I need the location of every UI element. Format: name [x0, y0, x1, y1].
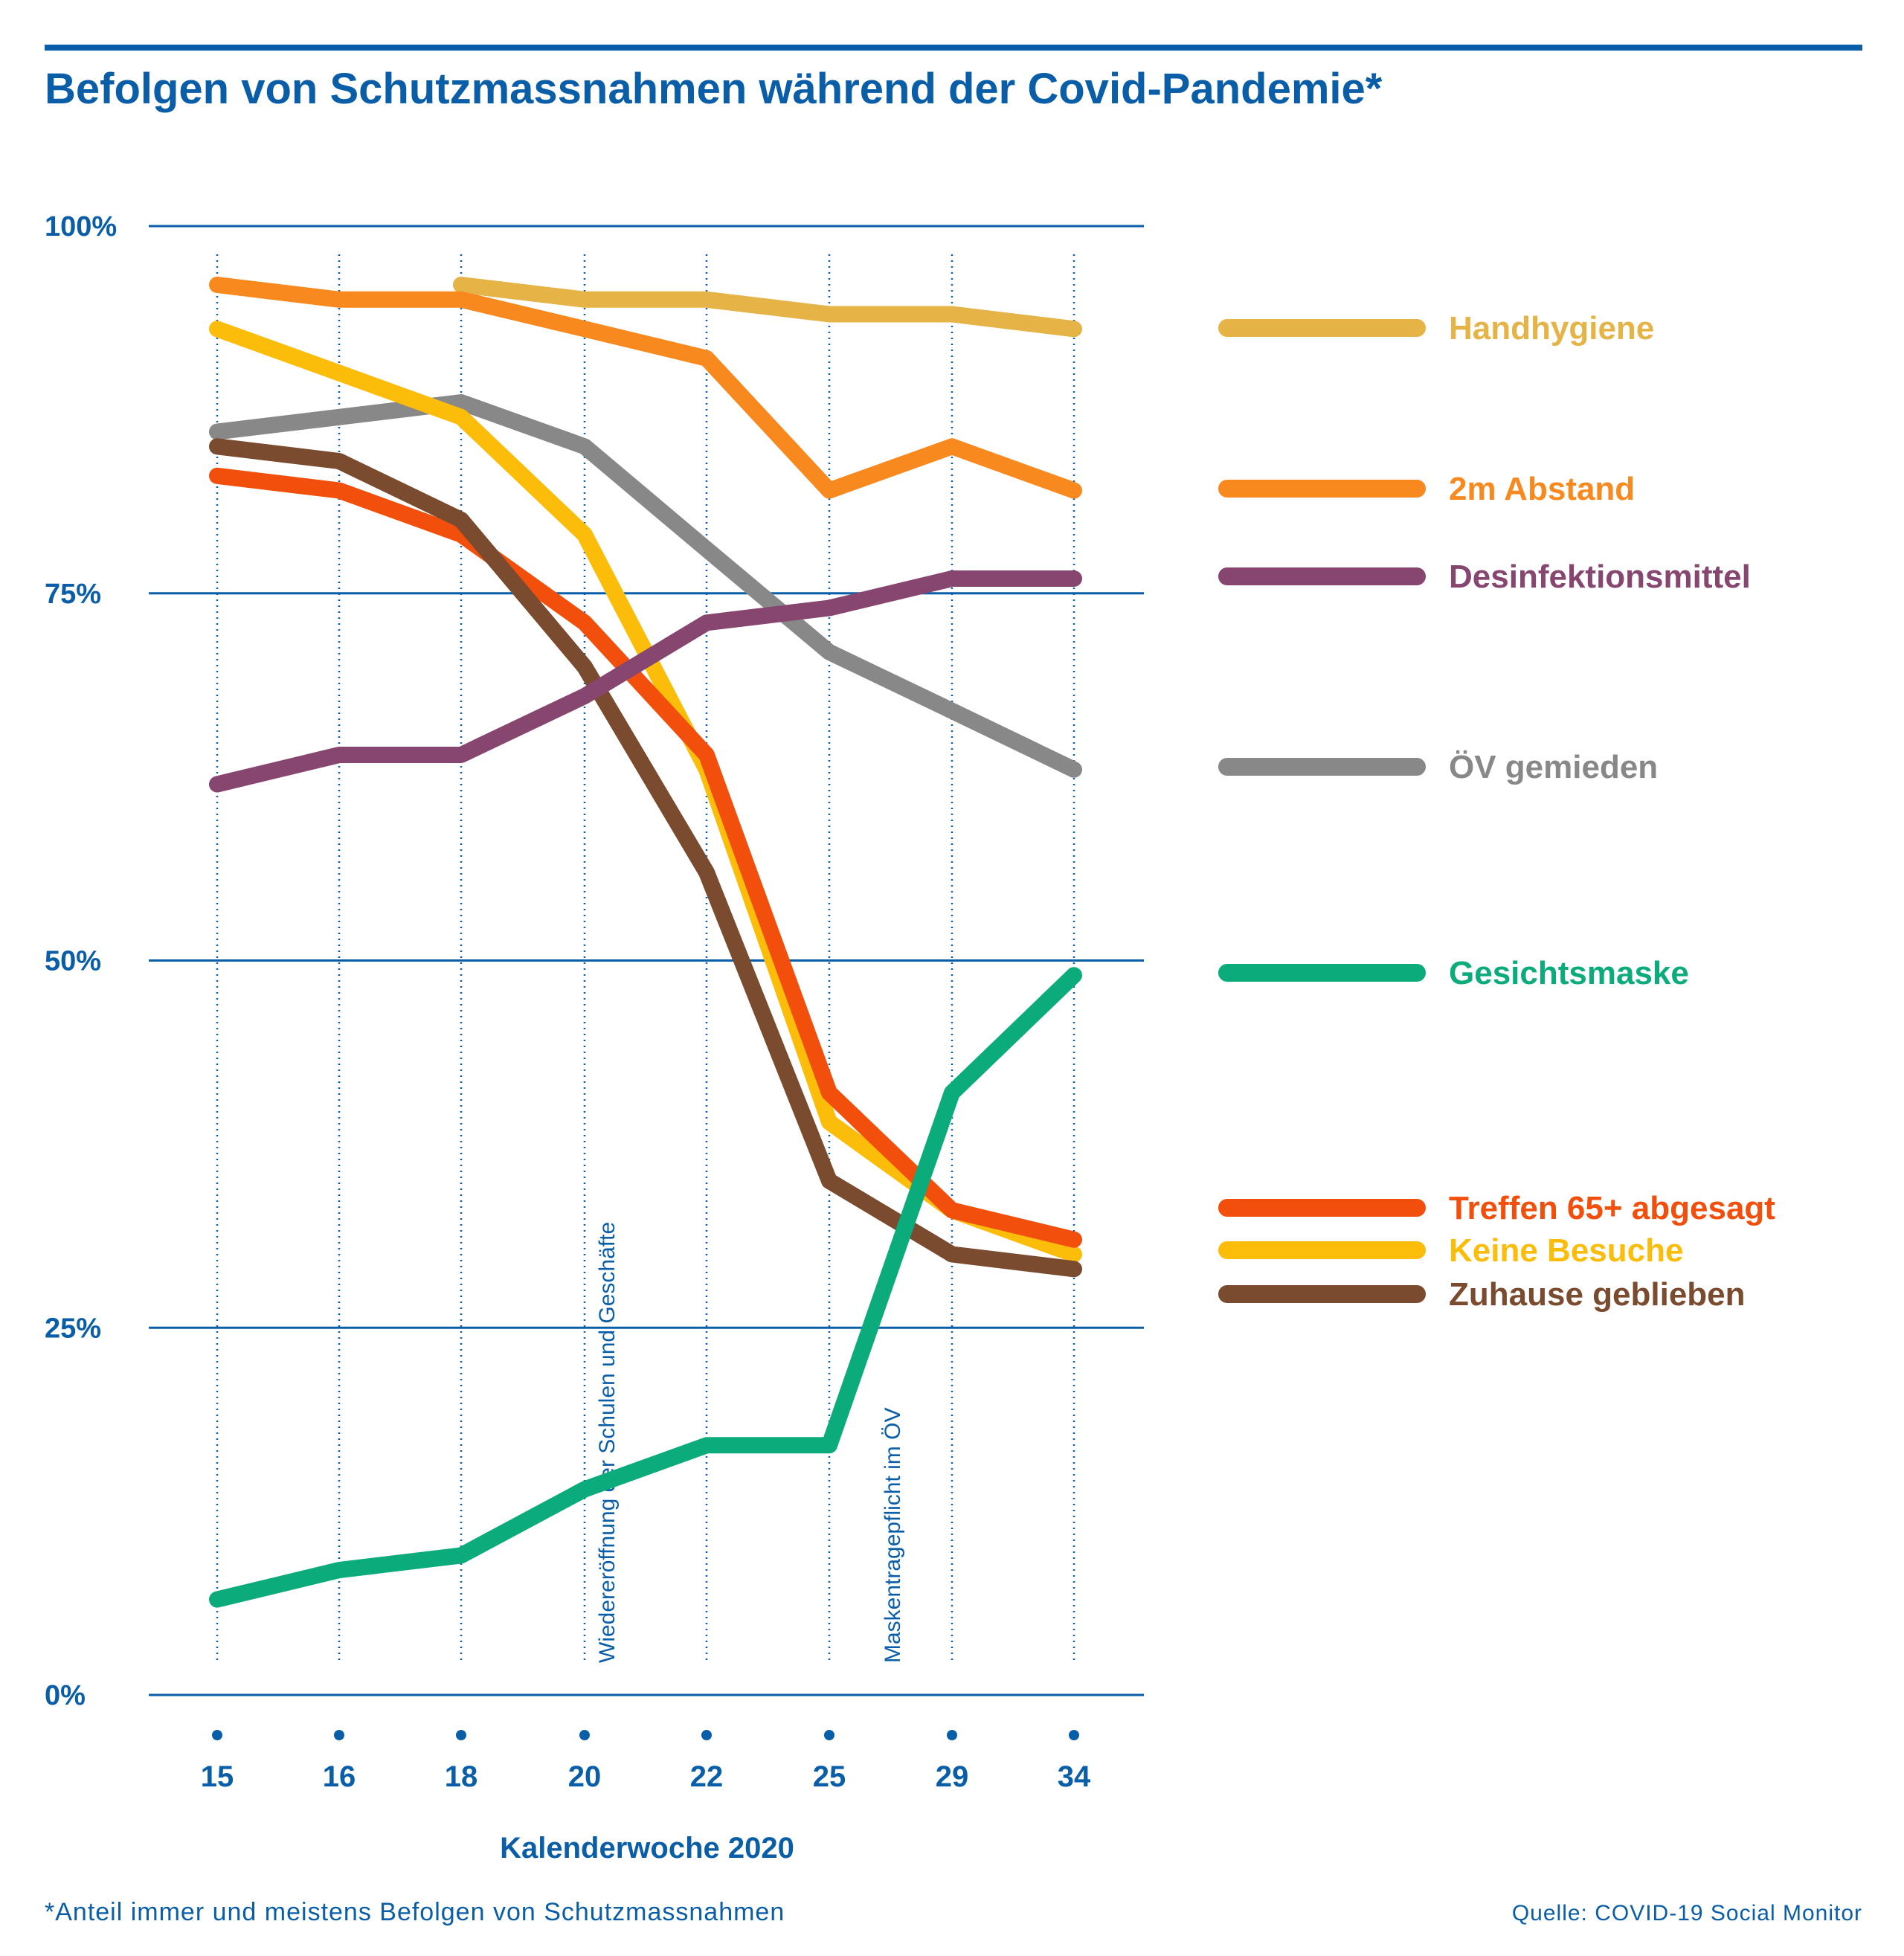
legend-label: Keine Besuche [1449, 1232, 1683, 1269]
x-tick-dot-34 [1069, 1730, 1079, 1740]
x-tick-dot-29 [947, 1730, 957, 1740]
legend-label: Zuhause geblieben [1449, 1276, 1746, 1313]
y-tick-label: 75% [45, 579, 101, 610]
y-tick-label: 50% [45, 946, 101, 977]
x-tick-dot-20 [579, 1730, 590, 1740]
source-note: Quelle: COVID-19 Social Monitor [1511, 1901, 1862, 1926]
x-tick-dot-15 [212, 1730, 222, 1740]
series-line-desinfektionsmittel [209, 570, 1082, 793]
x-tick-label: 29 [936, 1760, 969, 1793]
legend-label: 2m Abstand [1449, 471, 1635, 507]
x-tick-label: 22 [690, 1760, 724, 1793]
annotation-label: Wiedereröffnung der Schulen und Geschäft… [595, 1222, 620, 1663]
annotation-label: Maskentragepflicht im ÖV [881, 1408, 905, 1663]
series-line-2m-abstand [209, 277, 1082, 499]
y-tick-label: 100% [45, 211, 117, 242]
series-line-zuhause-geblieben [209, 438, 1082, 1278]
top-rule [45, 45, 1862, 51]
series-line-handhygiene [453, 277, 1082, 338]
x-tick-label: 16 [323, 1760, 356, 1793]
grid [149, 225, 1144, 1696]
legend-label: ÖV gemieden [1449, 749, 1658, 785]
footnote: *Anteil immer und meistens Befolgen von … [45, 1898, 785, 1926]
y-tick-label: 25% [45, 1313, 101, 1344]
x-tick-dot-25 [824, 1730, 834, 1740]
series-line-öv-gemieden [209, 394, 1082, 778]
annotations: Wiedereröffnung der Schulen und Geschäft… [595, 1222, 905, 1663]
legend: Handhygiene 2m Abstand Desinfektionsmittel… [1218, 310, 1775, 1313]
series-lines [209, 277, 1082, 1608]
x-tick-dot-18 [456, 1730, 466, 1740]
y-tick-label: 0% [45, 1680, 86, 1711]
x-tick-label: 18 [445, 1760, 478, 1793]
x-tick-label: 20 [568, 1760, 602, 1793]
x-tick-label: 15 [201, 1760, 234, 1793]
series-line-gesichtsmaske [209, 967, 1082, 1608]
legend-label: Treffen 65+ abgesagt [1449, 1190, 1775, 1226]
axes: 0% 25% 50% 75% 100% 15 16 18 20 22 25 29 34 Kalenderw… [45, 211, 1091, 1865]
legend-label: Handhygiene [1449, 310, 1654, 347]
x-tick-dot-22 [701, 1730, 712, 1740]
x-axis-title: Kalenderwoche 2020 [500, 1832, 794, 1865]
x-tick-dot-16 [334, 1730, 344, 1740]
chart-title: Befolgen von Schutzmassnahmen während de… [45, 65, 1383, 113]
x-tick-label: 25 [813, 1760, 846, 1793]
series-line-treffen-65+-abgesagt [209, 467, 1082, 1248]
x-tick-label: 34 [1058, 1760, 1091, 1793]
legend-label: Gesichtsmaske [1449, 955, 1689, 991]
legend-label: Desinfektionsmittel [1449, 559, 1751, 595]
